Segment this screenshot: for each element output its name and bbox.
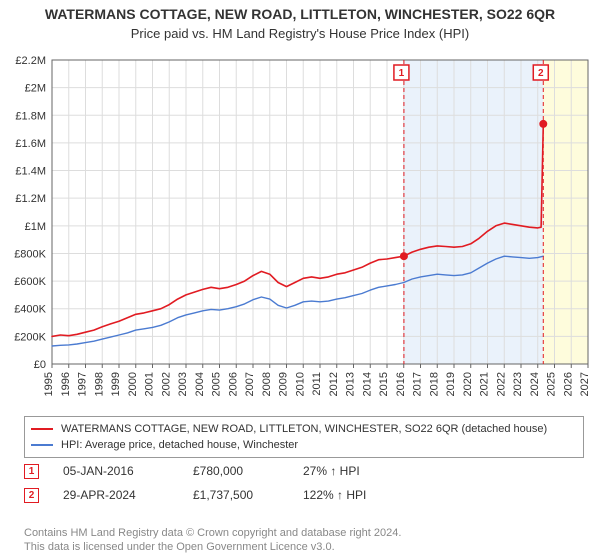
legend-label: WATERMANS COTTAGE, NEW ROAD, LITTLETON, … [61,421,547,437]
x-tick-label: 1995 [43,372,55,396]
x-tick-label: 2019 [445,372,457,396]
x-tick-label: 2020 [462,372,474,396]
x-tick-label: 2004 [194,372,206,396]
x-tick-label: 1996 [60,372,72,396]
y-tick-label: £1.8M [15,110,46,122]
legend-swatch [31,444,53,446]
x-tick-label: 2016 [395,372,407,396]
y-tick-label: £1.4M [15,166,46,178]
legend-item: HPI: Average price, detached house, Winc… [31,437,577,453]
legend-item: WATERMANS COTTAGE, NEW ROAD, LITTLETON, … [31,421,577,437]
x-tick-label: 2021 [479,372,491,396]
sale-row-marker: 1 [24,464,39,479]
x-tick-label: 2027 [579,372,591,396]
x-tick-label: 2003 [177,372,189,396]
x-tick-label: 1998 [93,372,105,396]
footer-line: This data is licensed under the Open Gov… [24,540,584,554]
x-tick-label: 2015 [378,372,390,396]
legend-label: HPI: Average price, detached house, Winc… [61,437,298,453]
x-tick-label: 2001 [144,372,156,396]
sale-row: 2 29-APR-2024£1,737,500122% ↑ HPI [24,486,584,504]
sale-price: £1,737,500 [193,488,303,502]
x-tick-label: 2014 [361,372,373,396]
chart-title: WATERMANS COTTAGE, NEW ROAD, LITTLETON, … [0,6,600,22]
x-tick-label: 1999 [110,372,122,396]
y-tick-label: £200K [14,331,46,343]
x-tick-label: 2008 [261,372,273,396]
x-tick-label: 2000 [127,372,139,396]
y-tick-label: £2M [25,83,46,95]
y-tick-label: £400K [14,304,46,316]
sale-date: 05-JAN-2016 [63,464,193,478]
x-tick-label: 1997 [77,372,89,396]
y-tick-label: £1.6M [15,138,46,150]
x-tick-label: 2010 [294,372,306,396]
y-tick-label: £0 [34,359,46,371]
x-tick-label: 2026 [562,372,574,396]
legend-swatch [31,428,53,430]
chart: £0 £200K £400K £600K £800K £1M £1.2M £1.4M £1.6M… [0,46,600,410]
sale-price: £780,000 [193,464,303,478]
x-tick-label: 2024 [529,372,541,396]
y-tick-label: £1M [25,221,46,233]
y-tick-label: £600K [14,276,46,288]
x-tick-label: 2005 [211,372,223,396]
shaded-region-owned [404,60,543,364]
x-tick-label: 2007 [244,372,256,396]
sale-date: 29-APR-2024 [63,488,193,502]
sale-delta: 122% ↑ HPI [303,488,366,502]
chart-subtitle: Price paid vs. HM Land Registry's House … [0,26,600,41]
y-tick-label: £2.2M [15,55,46,67]
sale-row-marker: 2 [24,488,39,503]
sale-delta: 27% ↑ HPI [303,464,360,478]
footer-line: Contains HM Land Registry data © Crown c… [24,526,584,540]
sale-marker-dot [539,120,547,128]
x-tick-label: 2013 [345,372,357,396]
sale-row: 1 05-JAN-2016£780,00027% ↑ HPI [24,462,584,480]
x-tick-label: 2025 [546,372,558,396]
shaded-region-future [543,60,588,364]
x-tick-label: 2023 [512,372,524,396]
x-tick-label: 2018 [428,372,440,396]
y-tick-label: £800K [14,248,46,260]
x-tick-label: 2006 [227,372,239,396]
x-tick-label: 2012 [328,372,340,396]
x-tick-label: 2022 [495,372,507,396]
x-tick-label: 2017 [412,372,424,396]
sale-marker-number: 1 [399,68,405,79]
x-tick-label: 2009 [278,372,290,396]
sale-marker-number: 2 [538,68,544,79]
y-tick-label: £1.2M [15,193,46,205]
x-tick-label: 2002 [160,372,172,396]
x-tick-label: 2011 [311,372,323,396]
data-attribution: Contains HM Land Registry data © Crown c… [24,526,584,554]
sale-marker-dot [400,252,408,260]
legend: WATERMANS COTTAGE, NEW ROAD, LITTLETON, … [24,416,584,458]
